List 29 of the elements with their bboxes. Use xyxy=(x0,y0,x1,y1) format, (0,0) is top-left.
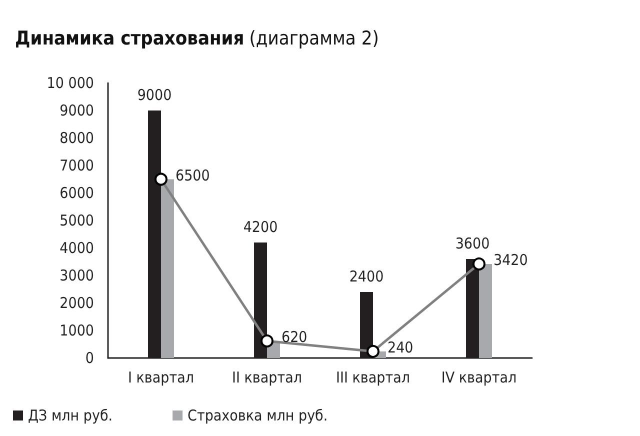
x-tick-label: IV квартал xyxy=(441,368,517,386)
bar xyxy=(161,179,174,358)
y-tick-label: 2000 xyxy=(60,294,94,312)
x-tick-label: I квартал xyxy=(128,368,194,386)
data-label: 3600 xyxy=(455,234,490,252)
x-tick-label: III квартал xyxy=(336,368,410,386)
y-tick-label: 1000 xyxy=(60,322,94,340)
y-tick-label: 4000 xyxy=(60,239,94,257)
y-tick-label: 9000 xyxy=(60,102,94,120)
chart-title: Динамика страхования xyxy=(15,28,244,50)
data-label: 3420 xyxy=(494,250,528,269)
bar xyxy=(479,264,492,358)
legend-label: Страховка млн руб. xyxy=(188,406,328,424)
chart-subtitle: (диаграмма 2) xyxy=(249,28,379,50)
data-label: 6500 xyxy=(176,166,210,184)
y-tick-label: 3000 xyxy=(60,266,94,284)
legend-label: ДЗ млн руб. xyxy=(28,406,113,424)
x-tick-label: II квартал xyxy=(232,368,302,386)
data-label: 240 xyxy=(388,338,414,356)
y-tick-label: 7000 xyxy=(60,156,94,174)
data-label: 2400 xyxy=(349,268,384,286)
y-tick-label: 0 xyxy=(85,349,94,367)
data-label: 9000 xyxy=(137,86,172,104)
data-label: 620 xyxy=(282,328,308,346)
data-label: 4200 xyxy=(243,218,278,236)
y-tick-label: 6000 xyxy=(60,184,94,202)
y-tick-label: 10 000 xyxy=(46,74,94,92)
y-tick-label: 8000 xyxy=(60,129,94,147)
y-tick-label: 5000 xyxy=(60,212,94,230)
